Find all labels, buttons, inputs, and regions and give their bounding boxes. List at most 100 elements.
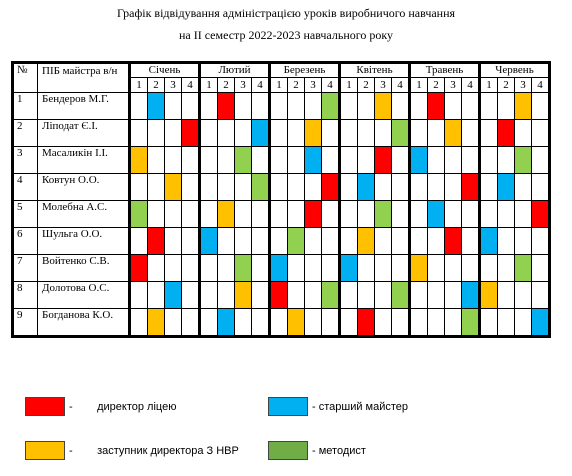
schedule-cell [338,254,358,282]
schedule-cell [198,308,218,337]
schedule-cell [217,254,235,282]
schedule-cell [374,119,392,147]
schedule-cell [128,92,148,120]
schedule-cell [391,254,410,282]
schedule-cell [444,308,462,337]
schedule-cell [514,308,532,337]
legend-label: - заступник директора З НВР [69,444,239,457]
schedule-cell [321,254,340,282]
schedule-cell [531,119,550,147]
schedule-cell [427,200,445,228]
master-name: Масаликін І.І. [37,146,130,174]
week-header: 4 [321,77,340,93]
schedule-table: № ПІБ майстра в/н Січень Лютий Березень Квіте… [11,61,551,338]
week-header: 2 [497,77,515,93]
schedule-cell [164,92,182,120]
schedule-cell [304,308,322,337]
schedule-cell [234,146,252,174]
schedule-cell [374,92,392,120]
schedule-cell [357,227,375,255]
schedule-cell [461,254,480,282]
schedule-cell [198,200,218,228]
schedule-cell [164,227,182,255]
schedule-cell [321,92,340,120]
month-header: Квітень [338,62,410,78]
schedule-cell [181,200,200,228]
schedule-cell [198,281,218,309]
week-header: 4 [531,77,550,93]
schedule-cell [444,227,462,255]
schedule-cell [391,92,410,120]
schedule-cell [338,173,358,201]
schedule-cell [234,92,252,120]
schedule-cell [287,92,305,120]
schedule-cell [234,119,252,147]
table-row: 9 Богданова К.О. [12,308,550,337]
schedule-cell [514,281,532,309]
schedule-cell [338,119,358,147]
week-header: 1 [408,77,428,93]
schedule-cell [287,173,305,201]
schedule-cell [251,92,270,120]
schedule-cell [147,308,165,337]
schedule-cell [391,200,410,228]
legend-swatch-red [25,397,65,416]
schedule-cell [374,254,392,282]
legend-item-director: - директор ліцею [25,397,176,416]
schedule-cell [444,119,462,147]
legend-label: - старший майстер [312,400,409,413]
schedule-cell [217,308,235,337]
schedule-cell [391,146,410,174]
schedule-cell [304,254,322,282]
schedule-cell [268,173,288,201]
schedule-cell [198,92,218,120]
month-header: Травень [408,62,480,78]
week-header: 2 [217,77,235,93]
legend-item-senior-master: - старший майстер [268,397,408,416]
schedule-cell [321,119,340,147]
legend-item-deputy: - заступник директора З НВР [25,441,239,460]
week-header: 3 [164,77,182,93]
schedule-cell [514,92,532,120]
schedule-cell [304,146,322,174]
schedule-cell [338,281,358,309]
schedule-cell [478,146,498,174]
schedule-cell [357,146,375,174]
schedule-cell [444,281,462,309]
schedule-cell [374,146,392,174]
schedule-cell [198,173,218,201]
week-header: 3 [234,77,252,93]
schedule-cell [338,200,358,228]
master-name: Ліподат Є.І. [37,119,130,147]
schedule-cell [391,173,410,201]
schedule-cell [514,119,532,147]
schedule-cell [531,200,550,228]
schedule-cell [268,146,288,174]
schedule-cell [338,227,358,255]
legend-swatch-yellow [25,441,65,460]
schedule-cell [128,254,148,282]
schedule-cell [338,92,358,120]
schedule-cell [181,119,200,147]
table-row: 5 Молебна А.С. [12,200,550,228]
schedule-cell [251,146,270,174]
schedule-cell [268,227,288,255]
schedule-cell [514,200,532,228]
schedule-cell [217,146,235,174]
table-row: 1 Бендеров М.Г. [12,92,550,120]
schedule-cell [198,146,218,174]
legend-swatch-green [268,441,308,460]
schedule-cell [497,92,515,120]
schedule-cell [128,308,148,337]
schedule-cell [531,227,550,255]
schedule-cell [497,281,515,309]
schedule-cell [251,254,270,282]
schedule-cell [357,281,375,309]
schedule-cell [217,200,235,228]
schedule-cell [374,173,392,201]
schedule-cell [497,254,515,282]
schedule-cell [408,254,428,282]
table-row: 4 Ковтун О.О. [12,173,550,201]
schedule-cell [304,92,322,120]
schedule-cell [478,92,498,120]
